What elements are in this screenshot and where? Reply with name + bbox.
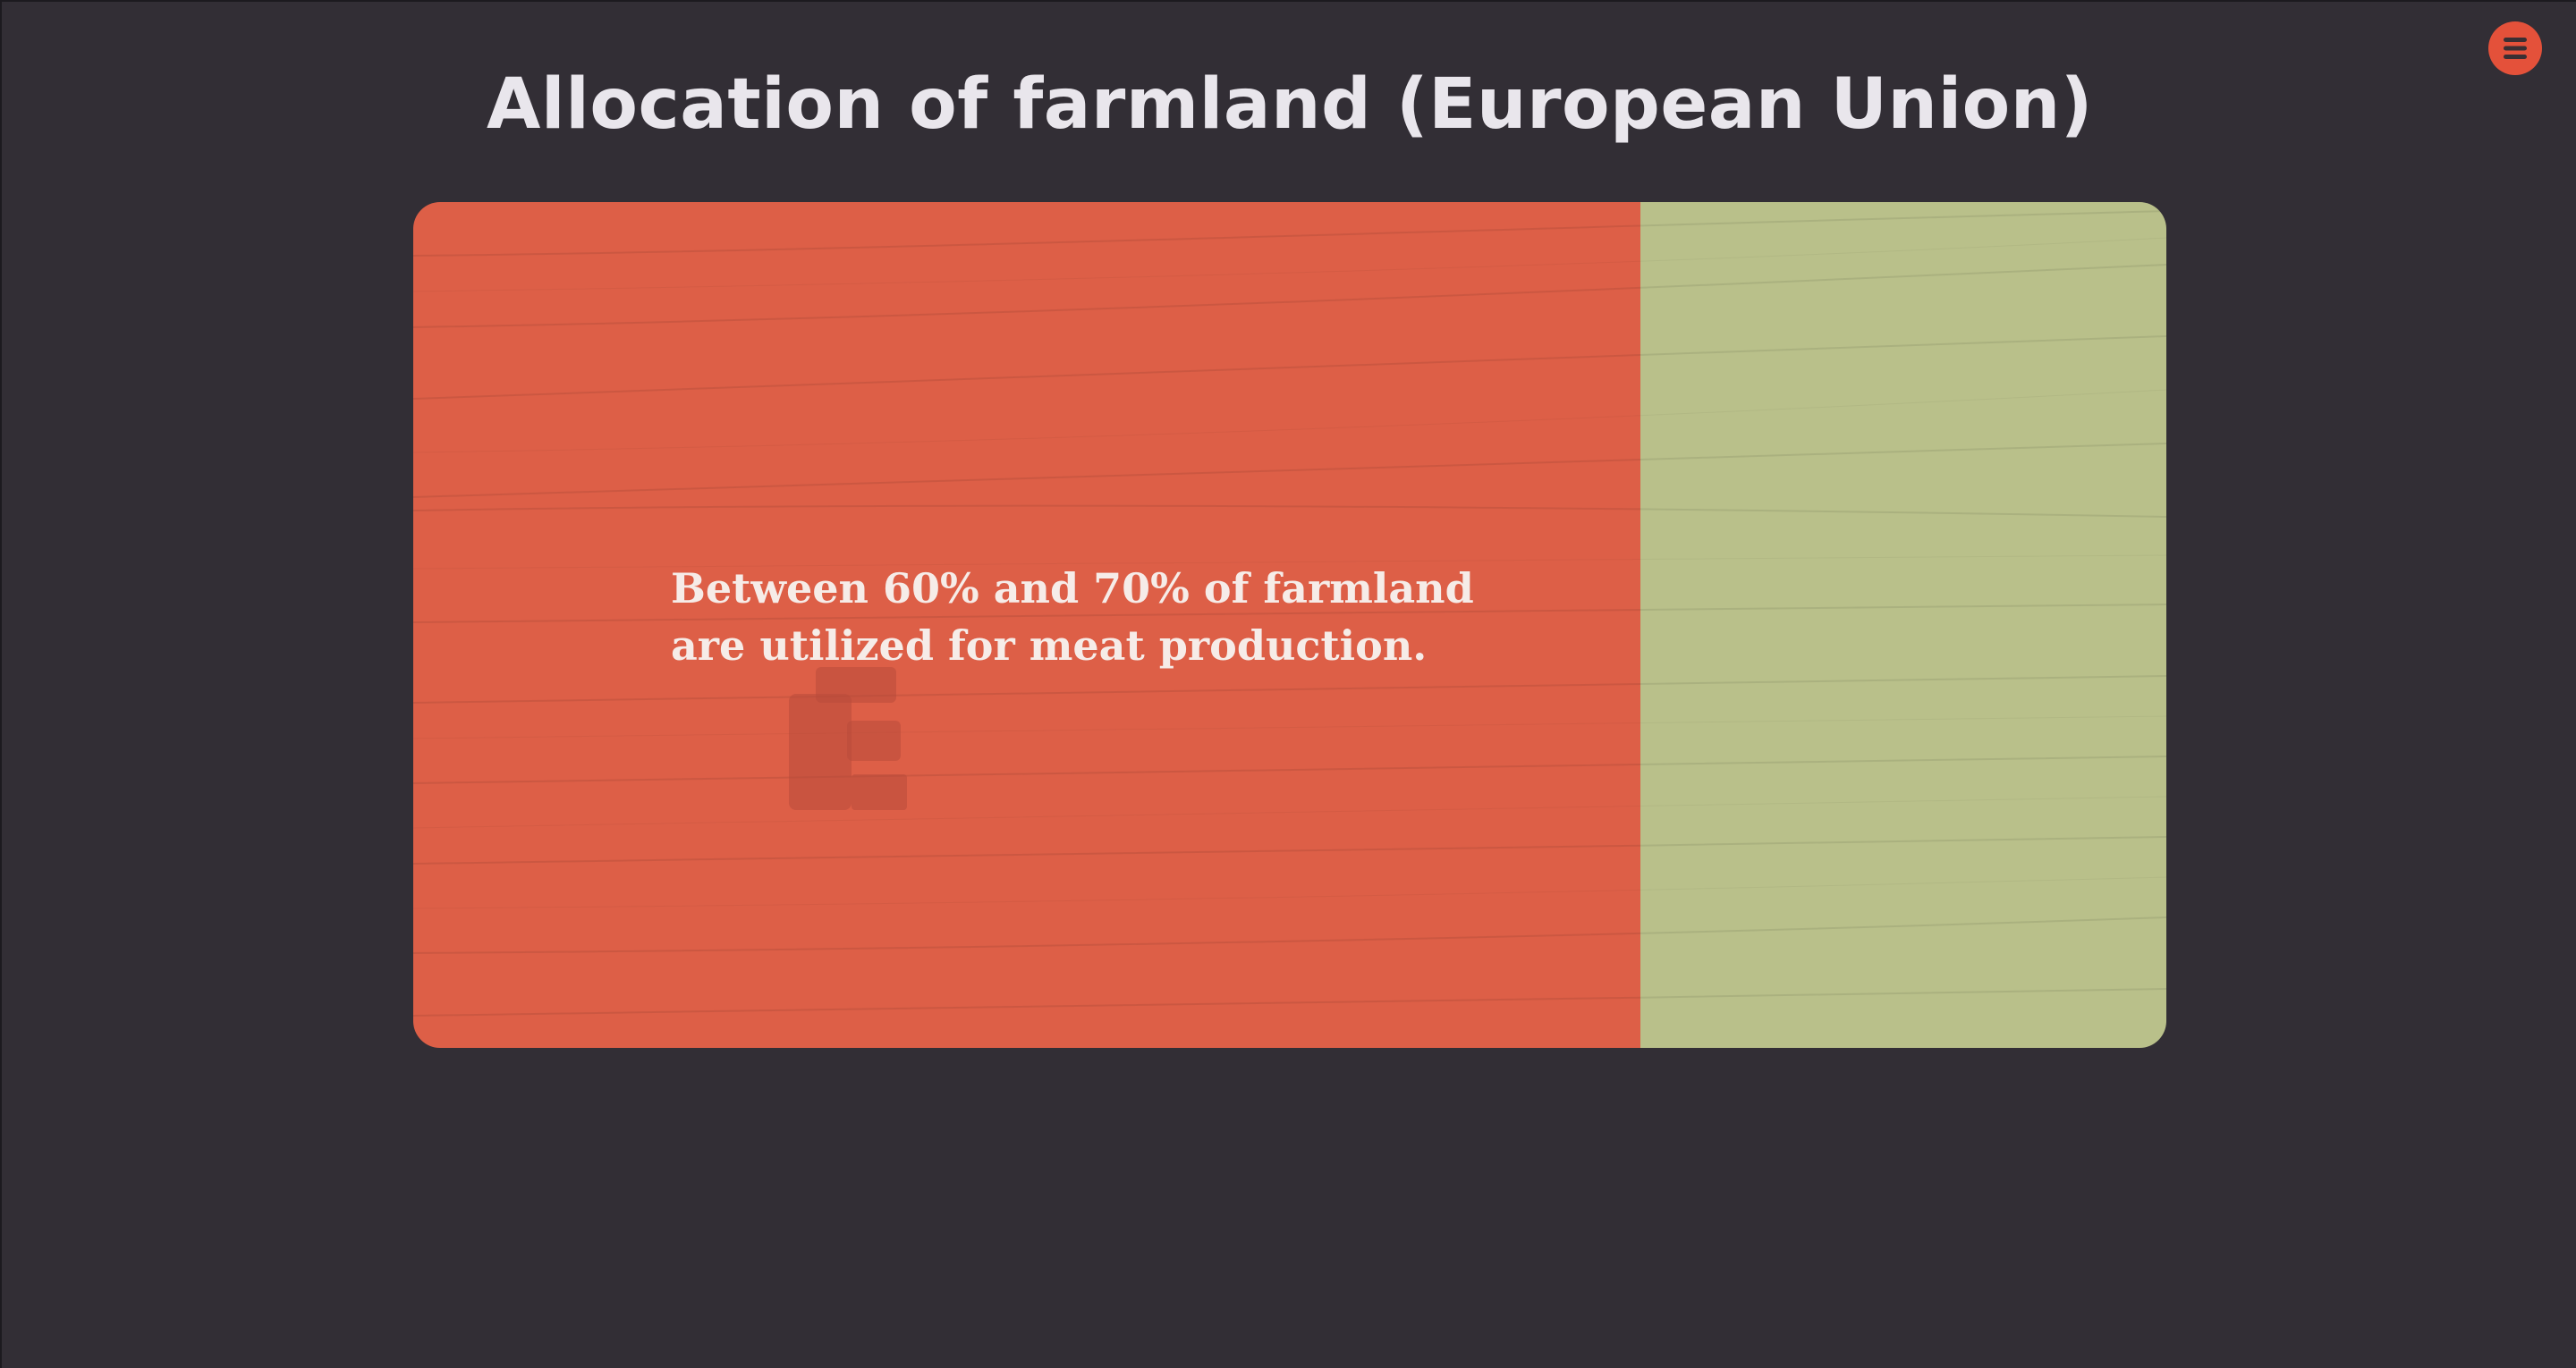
meat-production-area [413,202,1640,1048]
other-farmland-area [1640,202,2166,1048]
field-texture-image [413,210,2166,1017]
tractor-image [789,667,907,810]
farmland-card: Between 60% and 70% of farmland are util… [413,202,2166,1048]
hamburger-menu-icon [2504,38,2527,59]
meat-production-statement: Between 60% and 70% of farmland are util… [671,564,1474,670]
menu-button[interactable] [2488,21,2542,75]
page-title: Allocation of farmland (European Union) [487,64,2093,145]
